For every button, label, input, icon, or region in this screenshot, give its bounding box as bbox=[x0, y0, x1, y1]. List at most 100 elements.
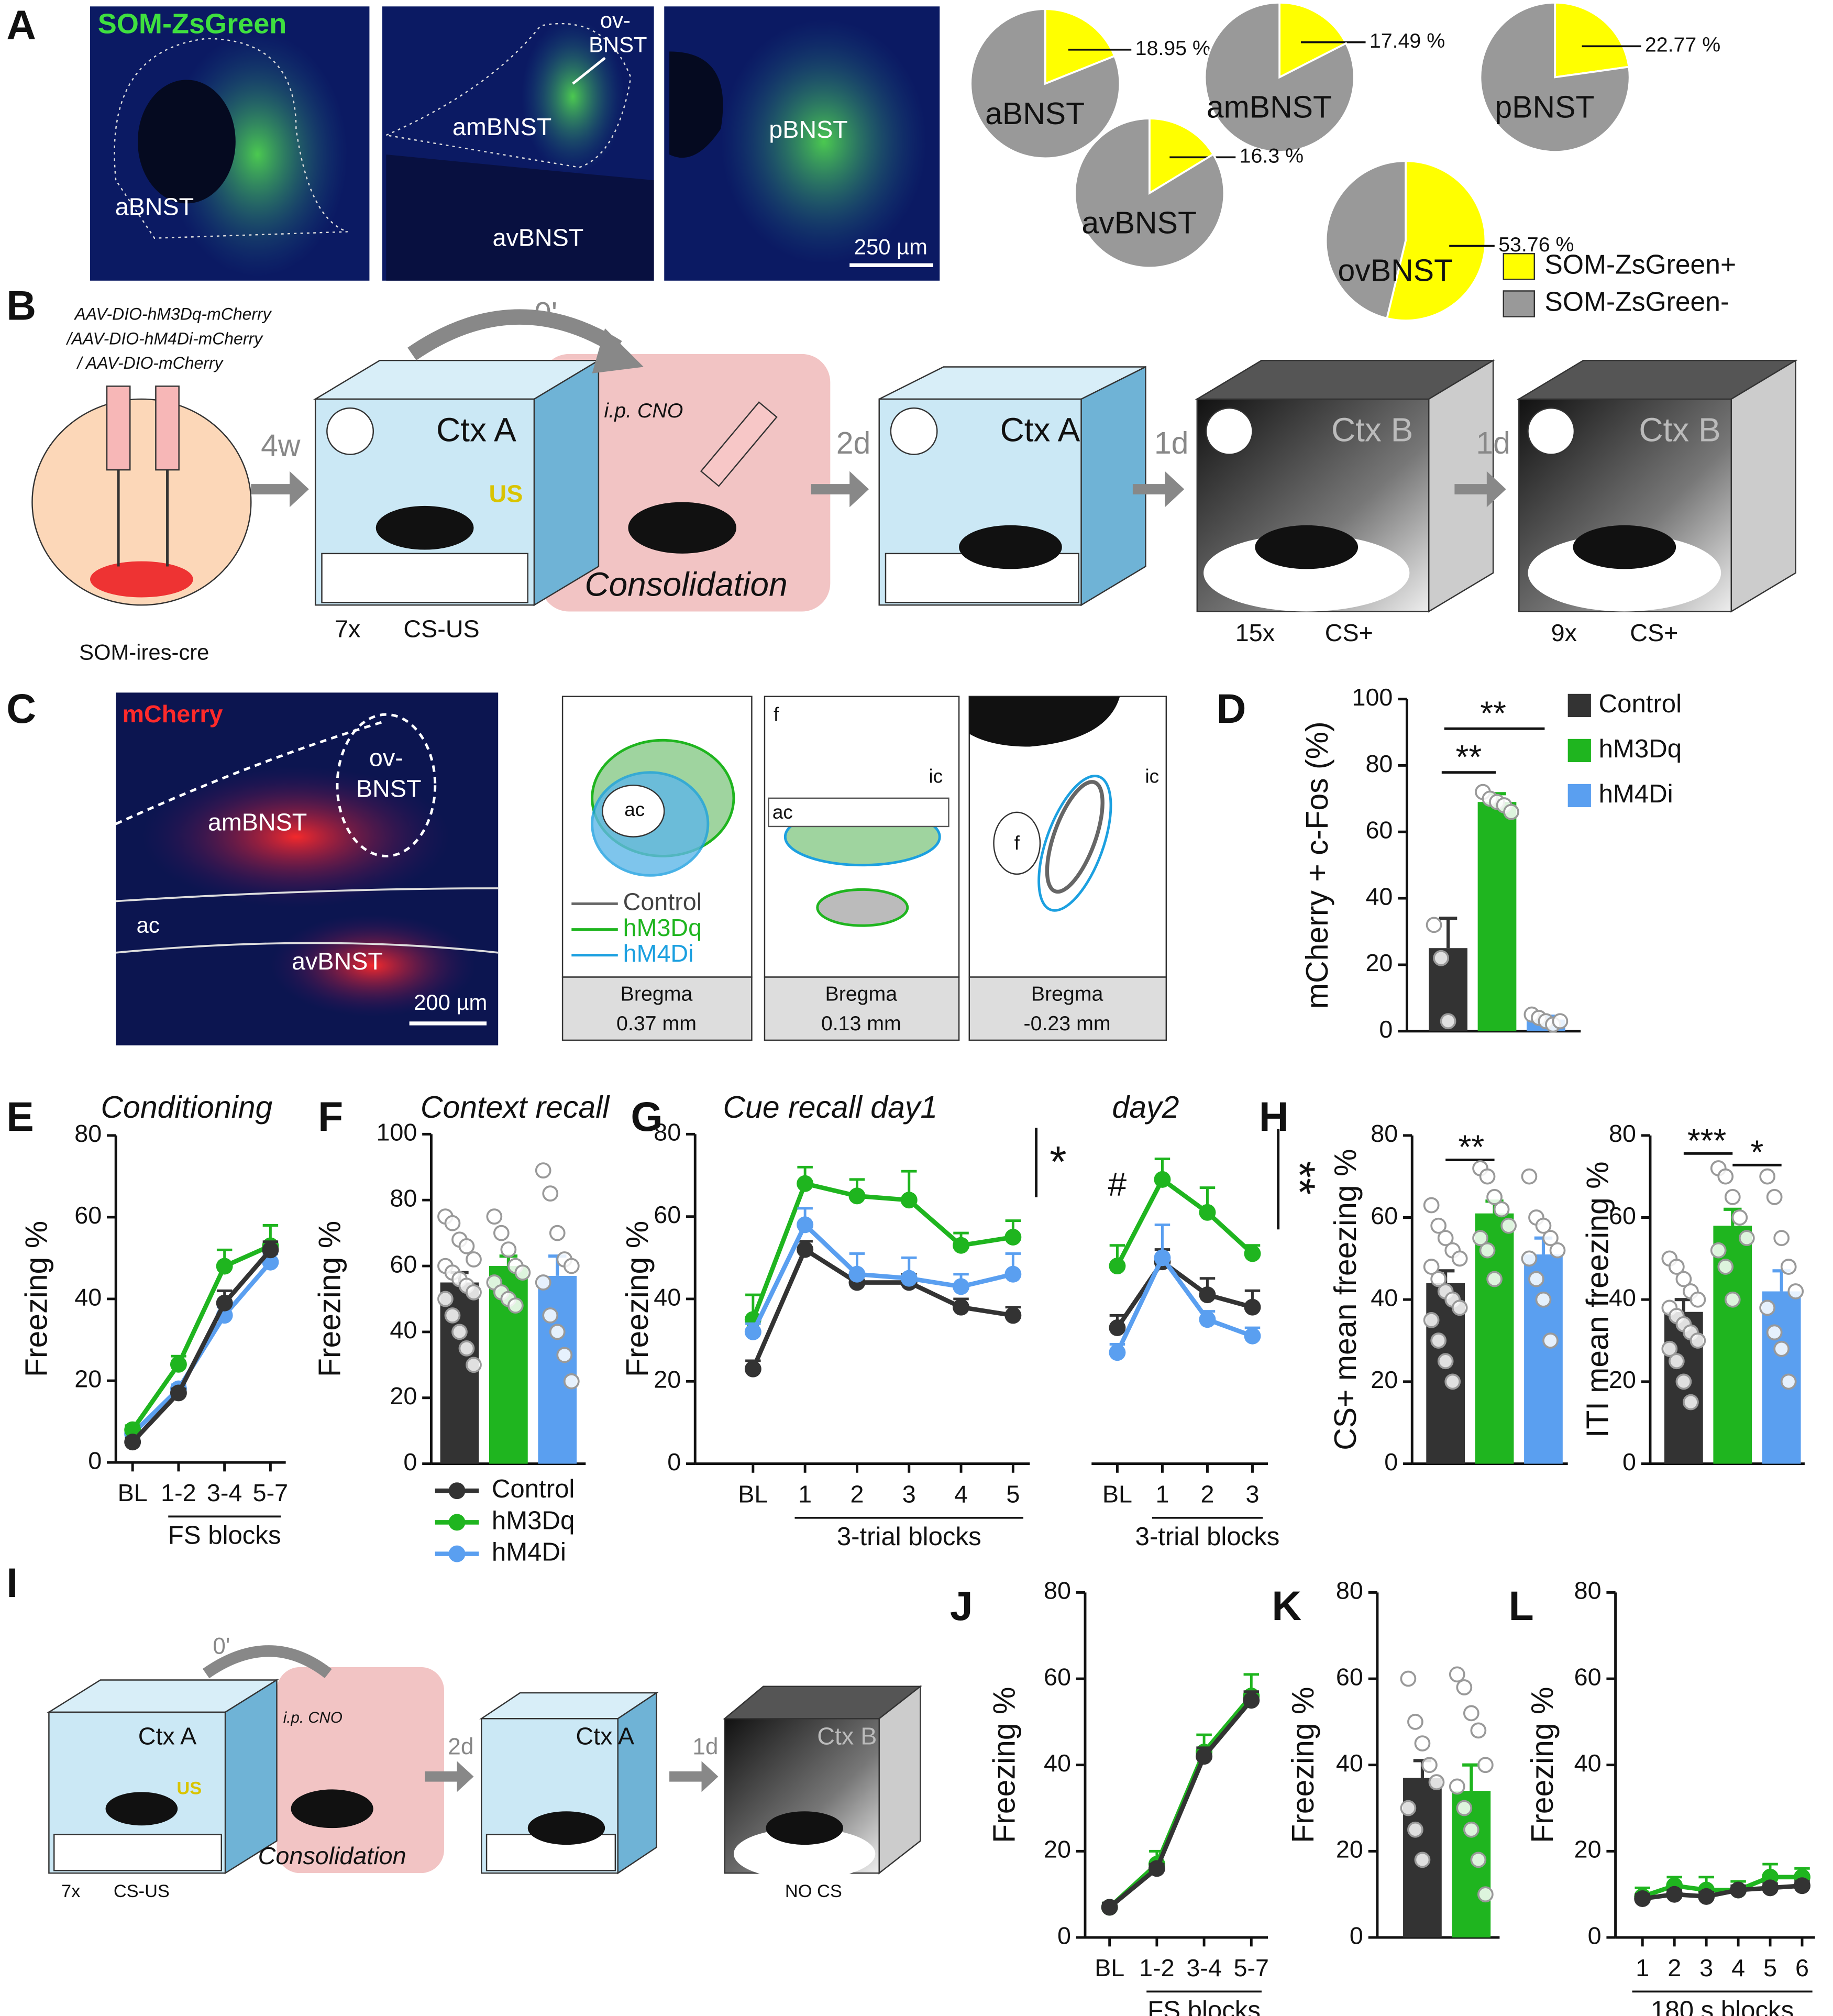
micrograph-c bbox=[115, 692, 499, 1045]
line-marker bbox=[953, 1278, 970, 1295]
label: 4w bbox=[261, 429, 301, 463]
pie-title: amBNST bbox=[1207, 90, 1332, 124]
data-point bbox=[1426, 917, 1442, 933]
data-point bbox=[549, 1324, 566, 1340]
y-tick-label: 60 bbox=[654, 1201, 681, 1228]
data-point bbox=[535, 1162, 551, 1178]
data-point bbox=[1463, 1821, 1479, 1838]
y-axis-label: Freezing % bbox=[621, 1221, 655, 1377]
label: Ctx A bbox=[138, 1722, 197, 1749]
line-marker bbox=[170, 1384, 187, 1402]
virus-outline bbox=[1045, 780, 1105, 894]
line-marker bbox=[1244, 1327, 1261, 1345]
y-axis-label: Freezing % bbox=[1526, 1687, 1560, 1843]
pie-slice bbox=[1278, 2, 1348, 79]
y-tick-label: 60 bbox=[1609, 1202, 1636, 1229]
legend-label: hM3Dq bbox=[1599, 735, 1682, 763]
pie-slice bbox=[1324, 160, 1407, 320]
mouse bbox=[628, 502, 736, 554]
x-tick-label: 6 bbox=[1795, 1954, 1809, 1981]
data-point bbox=[1430, 1332, 1447, 1349]
line-marker bbox=[797, 1216, 814, 1233]
panel-letter: G bbox=[631, 1094, 662, 1140]
atlas-structure bbox=[993, 811, 1041, 875]
data-point bbox=[1773, 1230, 1790, 1247]
y-tick-label: 40 bbox=[1336, 1749, 1363, 1777]
data-point bbox=[1414, 1852, 1431, 1868]
mouse bbox=[959, 525, 1062, 569]
panel-letter: I bbox=[6, 1560, 18, 1606]
data-point bbox=[1710, 1242, 1727, 1259]
y-tick-label: 80 bbox=[74, 1120, 102, 1147]
label: Ctx B bbox=[1639, 411, 1720, 449]
label: CS+ bbox=[1630, 619, 1678, 646]
data-point bbox=[1759, 1168, 1776, 1185]
annotation: ** bbox=[1456, 738, 1482, 776]
data-point bbox=[1780, 1373, 1797, 1390]
legend-label: Control bbox=[492, 1475, 575, 1503]
legend-label: SOM-ZsGreen+ bbox=[1544, 249, 1736, 279]
data-point bbox=[1470, 1722, 1487, 1739]
label: 0.37 mm bbox=[616, 1012, 697, 1035]
outline bbox=[116, 887, 499, 902]
outline bbox=[384, 23, 632, 168]
label: Bregma bbox=[1031, 982, 1103, 1005]
panel-letter: D bbox=[1217, 686, 1246, 732]
y-tick-label: 20 bbox=[1044, 1836, 1071, 1863]
label: 7x bbox=[335, 615, 360, 643]
line-marker bbox=[1243, 1692, 1260, 1709]
line-marker bbox=[1004, 1265, 1022, 1283]
data-point bbox=[1535, 1291, 1552, 1308]
x-tick-label: 4 bbox=[1731, 1954, 1745, 1981]
x-tick-label: 3-4 bbox=[207, 1479, 242, 1506]
x-axis-label: 3-trial blocks bbox=[1135, 1523, 1280, 1551]
x-axis-label: FS blocks bbox=[168, 1522, 281, 1550]
data-point bbox=[1542, 1230, 1559, 1247]
y-tick-label: 80 bbox=[390, 1185, 417, 1212]
label: 0' bbox=[213, 1634, 230, 1659]
label: 2d bbox=[448, 1734, 473, 1759]
data-point bbox=[437, 1291, 454, 1307]
y-tick-label: 60 bbox=[390, 1250, 417, 1277]
signal bbox=[141, 766, 451, 908]
data-point bbox=[507, 1297, 524, 1314]
grid-floor bbox=[53, 1834, 222, 1871]
data-point bbox=[1407, 1821, 1423, 1838]
arrow bbox=[407, 309, 622, 361]
y-axis-label: CS+ mean freezing % bbox=[1329, 1149, 1363, 1450]
line-marker bbox=[953, 1298, 970, 1316]
data-point bbox=[514, 1264, 531, 1281]
legend-label: hM4Di bbox=[492, 1538, 566, 1567]
signal bbox=[521, 19, 625, 174]
legend-label: SOM-ZsGreen- bbox=[1544, 287, 1729, 317]
injection-site bbox=[90, 561, 193, 598]
label: AAV-DIO-hM3Dq-mCherry bbox=[74, 305, 272, 324]
legend-label: hM4Di bbox=[1599, 780, 1673, 808]
data-point bbox=[1773, 1340, 1790, 1357]
data-point bbox=[542, 1185, 559, 1202]
y-tick-label: 60 bbox=[1044, 1663, 1071, 1690]
line-marker bbox=[900, 1270, 918, 1287]
series-line bbox=[130, 1243, 272, 1431]
y-axis-label: Freezing % bbox=[19, 1221, 53, 1377]
arrow bbox=[202, 1645, 332, 1679]
data-point bbox=[1683, 1394, 1699, 1411]
label: ac bbox=[624, 799, 645, 820]
y-tick-label: 40 bbox=[390, 1316, 417, 1343]
y-tick-label: 40 bbox=[74, 1283, 102, 1310]
y-tick-label: 0 bbox=[1588, 1922, 1602, 1949]
label: CS-US bbox=[114, 1881, 170, 1901]
y-axis-label: Freezing % bbox=[1286, 1687, 1320, 1843]
y-tick-label: 80 bbox=[1574, 1577, 1602, 1604]
y-tick-label: 40 bbox=[1044, 1749, 1071, 1777]
pointer bbox=[572, 57, 606, 85]
line-marker bbox=[1004, 1307, 1022, 1324]
x-axis-label: 3-trial blocks bbox=[837, 1523, 981, 1551]
data-point bbox=[563, 1373, 580, 1390]
atlas-structure bbox=[768, 797, 949, 828]
line-marker bbox=[1634, 1890, 1651, 1907]
data-point bbox=[1500, 1217, 1517, 1234]
data-point bbox=[1440, 1013, 1456, 1030]
data-point bbox=[1456, 1679, 1473, 1695]
label: Control bbox=[623, 888, 702, 916]
